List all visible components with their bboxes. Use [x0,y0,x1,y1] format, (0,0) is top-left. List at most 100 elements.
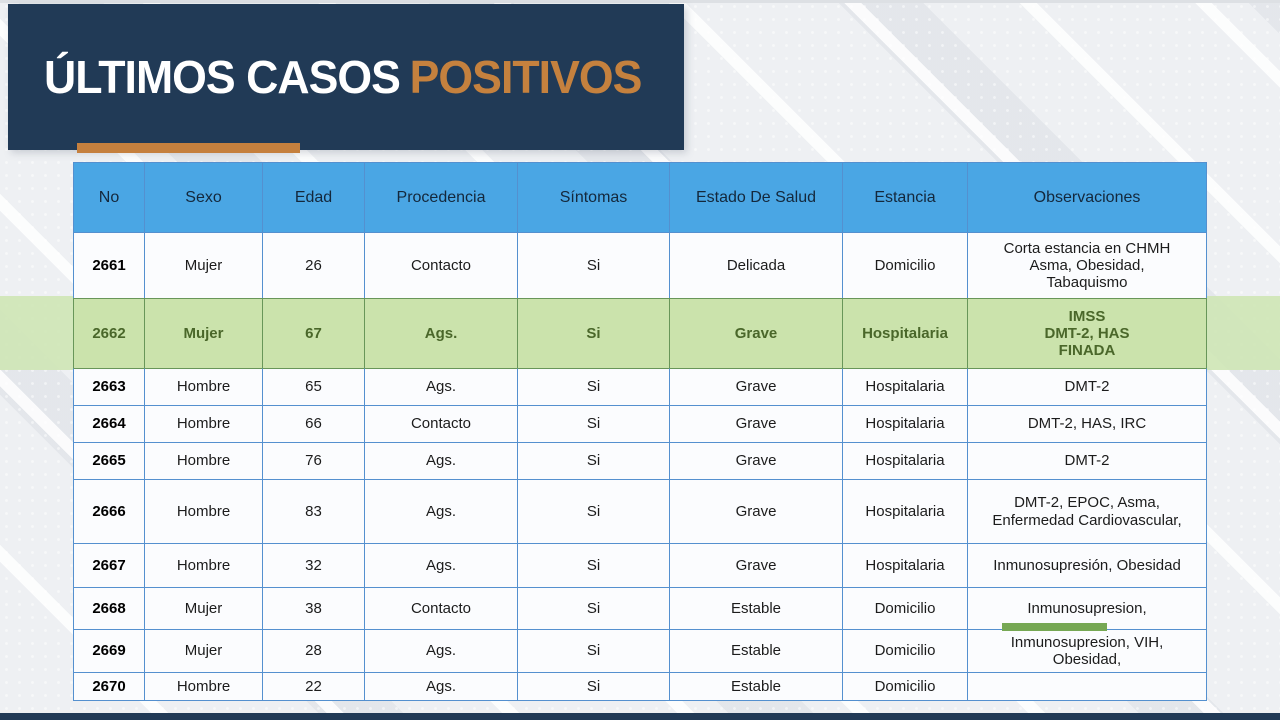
cell-estancia: Hospitalaria [843,405,968,442]
cell-observaciones: DMT-2, HAS, IRC [968,405,1207,442]
table-row: 2665 Hombre 76 Ags. Si Grave Hospitalaria DMT-2 [73,442,1207,479]
cell-observaciones: DMT-2 [968,368,1207,405]
title-underline-bar [77,143,300,153]
table-row: 2670 Hombre 22 Ags. Si Estable Domicilio [73,672,1207,701]
cell-sexo: Hombre [145,672,263,701]
cell-observaciones: Inmunosupresión, Obesidad [968,543,1207,587]
cell-estancia: Domicilio [843,629,968,672]
cell-sexo: Mujer [145,629,263,672]
cases-table: No Sexo Edad Procedencia Síntomas Estado De S… [73,162,1207,701]
cell-observaciones: Inmunosupresion, [968,587,1207,631]
cell-estancia: Hospitalaria [843,543,968,587]
cell-estado_de_salud: Estable [670,672,843,701]
column-header: Edad [263,162,365,232]
header-row: No Sexo Edad Procedencia Síntomas Estado De S… [73,162,1207,232]
cell-estado_de_salud: Grave [670,479,843,543]
bottom-bar [0,713,1280,720]
cell-sexo: Hombre [145,543,263,587]
cell-edad: 65 [263,368,365,405]
cell-sintomas: Si [518,298,670,368]
cell-line: Asma, Obesidad, [1029,256,1145,274]
cell-sexo: Mujer [145,232,263,298]
cell-observaciones [968,672,1207,701]
cell-sexo: Hombre [145,442,263,479]
cell-estado_de_salud: Estable [670,629,843,672]
cell-estado_de_salud: Grave [670,543,843,587]
cell-no: 2670 [73,672,145,701]
table-row: 2663 Hombre 65 Ags. Si Grave Hospitalaria DMT-2 [73,368,1207,405]
table-row: 2664 Hombre 66 Contacto Si Grave Hospitalaria D… [73,405,1207,442]
cell-estancia: Domicilio [843,672,968,701]
cell-procedencia: Ags. [365,672,518,701]
cell-procedencia: Ags. [365,442,518,479]
cell-no: 2664 [73,405,145,442]
table-body: 2661 Mujer 26 Contacto Si Delicada Domicilio Co… [73,232,1207,701]
cell-sexo: Hombre [145,479,263,543]
cell-edad: 28 [263,629,365,672]
cell-no: 2668 [73,587,145,629]
cell-observaciones: Corta estancia en CHMH Asma, Obesidad, Tab… [968,232,1207,298]
cell-no: 2667 [73,543,145,587]
cell-line: Tabaquismo [1046,274,1128,292]
cell-line: DMT-2, EPOC, Asma, [1014,494,1160,512]
cell-observaciones: IMSS DMT-2, HAS FINADA [968,298,1207,368]
title-banner: ÚLTIMOS CASOS POSITIVOS [8,4,684,150]
top-edge-line [0,0,1280,3]
cell-edad: 67 [263,298,365,368]
cell-line: DMT-2, HAS [1044,324,1130,342]
cell-procedencia: Ags. [365,298,518,368]
cell-estado_de_salud: Grave [670,368,843,405]
cell-sintomas: Si [518,543,670,587]
cell-estado_de_salud: Delicada [670,232,843,298]
cell-edad: 38 [263,587,365,629]
cell-sintomas: Si [518,629,670,672]
table-row: 2668 Mujer 38 Contacto Si Estable Domicilio Inm… [73,587,1207,631]
table-row: 2666 Hombre 83 Ags. Si Grave Hospitalaria DMT-2… [73,479,1207,543]
column-header: Síntomas [518,162,670,232]
cell-estancia: Domicilio [843,232,968,298]
cell-estado_de_salud: Grave [670,405,843,442]
column-header: Estancia [843,162,968,232]
green-marker-bar [1002,623,1107,631]
cell-line: Corta estancia en CHMH [1003,239,1171,257]
cell-estado_de_salud: Grave [670,442,843,479]
cell-procedencia: Ags. [365,479,518,543]
cell-line: Obesidad, [1052,651,1122,668]
cell-edad: 32 [263,543,365,587]
cell-observaciones: DMT-2 [968,442,1207,479]
cell-no: 2663 [73,368,145,405]
cell-estancia: Domicilio [843,587,968,629]
cell-no: 2669 [73,629,145,672]
cell-procedencia: Ags. [365,368,518,405]
cell-sintomas: Si [518,405,670,442]
column-header: Estado De Salud [670,162,843,232]
cell-edad: 66 [263,405,365,442]
cell-procedencia: Ags. [365,543,518,587]
cell-sintomas: Si [518,672,670,701]
cell-edad: 76 [263,442,365,479]
cell-no: 2661 [73,232,145,298]
cell-sintomas: Si [518,368,670,405]
cell-estancia: Hospitalaria [843,298,968,368]
cell-line: FINADA [1058,342,1116,360]
cell-edad: 83 [263,479,365,543]
cell-observaciones: Inmunosupresion, VIH, Obesidad, [968,629,1207,672]
table-row: 2667 Hombre 32 Ags. Si Grave Hospitalaria Inmun… [73,543,1207,587]
cell-observaciones: DMT-2, EPOC, Asma, Enfermedad Cardiovascu… [968,479,1207,543]
cell-estado_de_salud: Grave [670,298,843,368]
cell-procedencia: Contacto [365,405,518,442]
column-header: No [73,162,145,232]
cell-sexo: Hombre [145,368,263,405]
cell-sintomas: Si [518,232,670,298]
cell-procedencia: Contacto [365,587,518,629]
cell-estancia: Hospitalaria [843,442,968,479]
cell-no: 2666 [73,479,145,543]
cell-line: Enfermedad Cardiovascular, [992,511,1182,529]
table-row: 2669 Mujer 28 Ags. Si Estable Domicilio Inmunos… [73,629,1207,672]
cell-edad: 22 [263,672,365,701]
cell-no: 2662 [73,298,145,368]
cell-edad: 26 [263,232,365,298]
table-row: 2661 Mujer 26 Contacto Si Delicada Domicilio Co… [73,232,1207,298]
table-row: 2662 Mujer 67 Ags. Si Grave Hospitalaria IMSS DM… [73,298,1207,368]
cell-estancia: Hospitalaria [843,479,968,543]
